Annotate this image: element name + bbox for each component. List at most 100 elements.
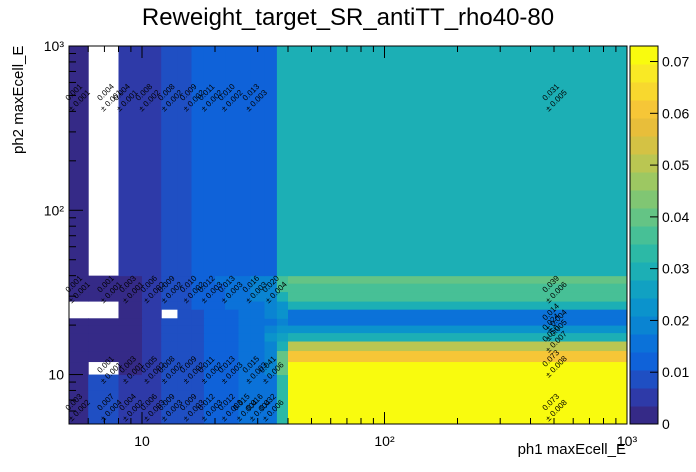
heatmap-cell [214,301,226,310]
heatmap-cell [191,361,205,376]
heatmap-cell [69,275,89,284]
heatmap-cell [141,283,162,293]
heatmap-cell [191,390,205,425]
heatmap-cell [69,318,89,326]
colorbar-border [629,45,659,425]
colorbar-segment [630,226,658,245]
heatmap-cell [118,275,143,284]
colorbar-segment [630,208,658,227]
heatmap-cell [214,341,226,352]
y-axis: 10 10² 10³ [44,38,83,425]
heatmap-cell [177,301,192,310]
heatmap-cell [250,350,265,363]
heatmap-cell [141,325,162,334]
heatmap-cell [214,46,226,277]
heatmap-cell [118,46,143,277]
heatmap-cell [238,301,251,310]
heatmap-cell [276,374,289,391]
heatmap-cell [203,309,216,319]
colorbar-tick-label: 0.02 [662,312,689,328]
heatmap-cell [250,361,265,376]
heatmap-cell [161,390,178,425]
heatmap-cell [161,301,178,310]
heatmap-cell [191,46,205,277]
heatmap-cell [177,325,192,334]
heatmap-cell [191,291,205,302]
heatmap-cell [238,325,251,334]
heatmap-cell [69,390,89,425]
heatmap-cell [238,374,251,391]
heatmap-cell [88,318,119,326]
heatmap-cell [161,374,178,391]
heatmap-cell [250,390,265,425]
heatmap-cell [191,350,205,363]
heatmap-cell [264,374,278,391]
x-axis-label: ph1 maxEcell_E [517,441,626,458]
heatmap-cell [161,283,178,293]
colorbar-segment [630,46,658,65]
heatmap-cell [141,291,162,302]
heatmap-cell [118,361,143,376]
heatmap-cell [287,275,628,284]
heatmap-cell [287,350,628,363]
heatmap-cell [250,318,265,326]
heatmap-cell [203,341,216,352]
heatmap-cell [88,390,119,425]
heatmap-cell [203,318,216,326]
heatmap-cell [264,291,278,302]
heatmap-cell [214,350,226,363]
heatmap-cell [118,325,143,334]
heatmap-cell [250,325,265,334]
heatmap-cell [88,275,119,284]
heatmap-cell [276,283,289,293]
y-tick-label: 10³ [44,38,65,54]
heatmap-cell [264,390,278,425]
heatmap-cell [287,332,628,342]
heatmap-cell [191,275,205,284]
heatmap-cell [250,283,265,293]
heatmap-cell [177,374,192,391]
colorbar-segment [630,370,658,389]
heatmap-cell [214,374,226,391]
heatmap-cell [161,275,178,284]
heatmap-cell [141,374,162,391]
heatmap-cell [225,350,240,363]
heatmap-cell [225,332,240,342]
heatmap-cell [264,325,278,334]
heatmap-cell [69,283,89,293]
colorbar-tick-label: 0.04 [662,209,689,225]
heatmap-cell [214,332,226,342]
heatmap-cell [225,46,240,277]
colorbar-segment [630,388,658,407]
heatmap-cell [250,275,265,284]
heatmap-cell [250,291,265,302]
heatmap-cell [118,318,143,326]
heatmap-cell [203,361,216,376]
colorbar-segment [630,118,658,137]
heatmap-cell [238,291,251,302]
heatmap-cell [214,283,226,293]
heatmap-cell [203,283,216,293]
heatmap-cell [177,275,192,284]
heatmap-cell [276,325,289,334]
heatmap-cell [177,309,192,319]
heatmap-cell [264,301,278,310]
heatmap-cell [141,318,162,326]
y-tick-label: 10 [48,367,64,383]
heatmap-cell [177,318,192,326]
heatmap-cell [203,390,216,425]
heatmap-cell [203,301,216,310]
heatmap-cell [250,46,265,277]
heatmap-cell [161,291,178,302]
heatmap-cell [161,361,178,376]
heatmap-cell [118,301,143,310]
heatmap-cell [191,283,205,293]
heatmap-cell [191,309,205,319]
heatmap-cell [225,291,240,302]
colorbar-segment [630,154,658,173]
heatmap-cell [141,341,162,352]
colorbar-tick-label: 0 [662,416,670,432]
heatmap-cell [214,390,226,425]
heatmap-cell [88,341,119,352]
heatmap-cell [177,332,192,342]
